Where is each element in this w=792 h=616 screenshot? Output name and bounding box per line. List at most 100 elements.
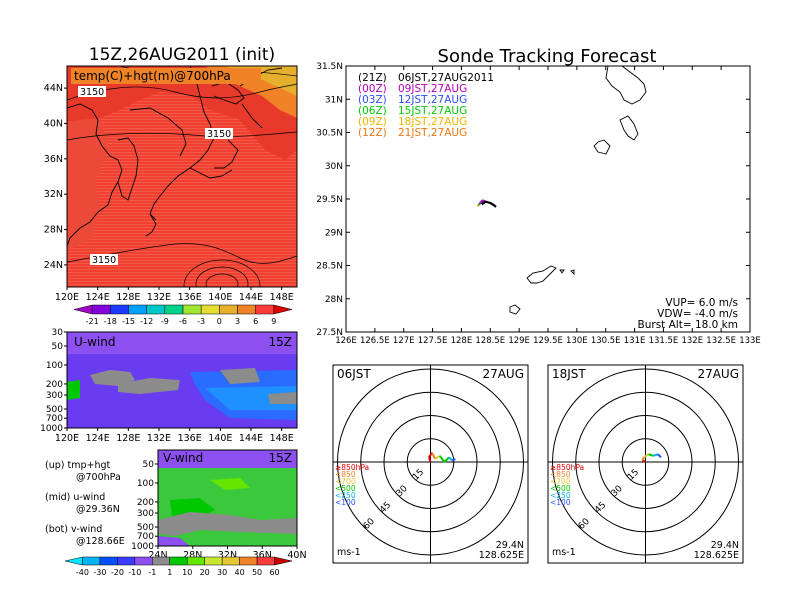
tracking-lon-label: 132.5E	[706, 336, 736, 346]
legend-code: (06Z)	[358, 105, 387, 117]
wind-colorbar-swatch	[99, 556, 118, 566]
legend-time: 09JST,27AUG	[398, 83, 467, 95]
vwind-p-label: 50	[143, 460, 155, 470]
wind-colorbar-swatch	[169, 556, 188, 566]
uwind-p-label: 300	[46, 391, 63, 401]
temp-colorbar-label: -6	[179, 317, 187, 326]
contour-label-3: 3150	[92, 255, 116, 266]
hodograph-segment	[443, 456, 450, 463]
wind-colorbar-label: 40	[235, 568, 245, 577]
hodograph-lon: 128.625E	[694, 550, 739, 561]
tracking-islands	[509, 66, 647, 315]
hodograph-segment	[428, 457, 432, 463]
hodograph-segment	[434, 454, 441, 460]
hodograph-date: 27AUG	[697, 367, 739, 381]
tracking-lat-label: 29.5N	[316, 195, 343, 205]
hodograph-time: 18JST	[552, 367, 586, 381]
uwind-p-label: 200	[46, 380, 63, 390]
hodograph-segment	[641, 456, 645, 461]
map-lat-label: 24N	[44, 260, 63, 271]
launch-params: VUP= 6.0 m/s VDW= -4.0 m/s Burst Alt= 18…	[638, 297, 738, 331]
vwind-lightgreen	[210, 478, 250, 490]
uwind-p-label: 50	[52, 342, 64, 352]
temp-colorbar-swatch	[273, 304, 293, 315]
temp-colorbar-label: 3	[235, 317, 240, 326]
temp-colorbar-label: -9	[161, 317, 169, 326]
hodograph-level: <500	[335, 484, 356, 493]
hodograph-segment	[438, 455, 446, 463]
wind-colorbar-swatch	[221, 556, 240, 566]
hodograph-segment	[643, 453, 650, 459]
map-label: temp(C)+hgt(m)@700hPa	[74, 69, 231, 83]
hodograph-level: <500	[550, 484, 571, 493]
vwind-lat-label: 32N	[218, 550, 237, 561]
map-lon-label: 136E	[178, 292, 202, 303]
uwind-panel	[67, 332, 297, 428]
legend-code: (00Z)	[358, 83, 387, 95]
tracking-lat-label: 28N	[325, 295, 343, 305]
hodograph-segment	[648, 453, 654, 457]
wind-colorbar-swatch	[274, 556, 293, 566]
uwind-lon-label: 144E	[239, 433, 263, 444]
vwind-panel	[158, 450, 297, 546]
contour-label-bg-3	[90, 254, 118, 265]
vwind-label: V-wind	[163, 451, 203, 465]
temp-colorbar-swatch	[255, 304, 275, 315]
temp-colorbar-swatch	[73, 304, 93, 315]
contour-label-2: 3150	[207, 129, 231, 140]
hodograph-level: <850	[335, 470, 356, 479]
tracking-tracks	[476, 199, 497, 208]
uwind-lon-label: 136E	[178, 433, 202, 444]
tracking-lon-label: 130E	[566, 336, 588, 346]
temp-colorbar-label: -12	[140, 317, 153, 326]
tracking-legend: (21Z) 06JST,27AUG2011 (00Z) 09JST,27AUG (03Z…	[358, 72, 494, 139]
hodograph-segment	[448, 456, 453, 462]
tracking-lat-label: 28.5N	[316, 262, 343, 272]
tracking-lon-label: 129.5E	[533, 336, 563, 346]
wind-colorbar-label: 20	[200, 568, 210, 577]
hodograph-time-bg	[550, 367, 586, 381]
wind-colorbar-label: -30	[93, 568, 106, 577]
tracking-lon-label: 133E	[739, 336, 761, 346]
hodograph-level: <850	[550, 470, 571, 479]
tracking-lon-label: 128.5E	[475, 336, 505, 346]
hodograph-segment	[657, 453, 662, 459]
wind-colorbar-swatch	[82, 556, 101, 566]
vwind-lat-label: 40N	[287, 550, 306, 561]
tracking-axes: 31.5N31N30.5N30N29.5N29N28.5N28N27.5N126…	[316, 62, 761, 346]
uwind-lon-label: 148E	[270, 433, 294, 444]
hodograph-level: <100	[550, 498, 571, 507]
uwind-green	[67, 380, 80, 400]
uwind-p-label: 30	[52, 328, 64, 338]
hodograph-lat: 29.4N	[496, 540, 524, 551]
map-axes: 120E 124E 128E 132E 136E 140E 144E 148E 44N 40N 36…	[44, 83, 294, 303]
hodograph-level: <100	[335, 498, 356, 507]
contour-label-bg-1	[78, 86, 106, 97]
tracking-lat-label: 30N	[325, 162, 343, 172]
wind-colorbar-swatch	[186, 556, 205, 566]
hodograph-lat: 29.4N	[711, 540, 739, 551]
uwind-field-top	[67, 332, 297, 354]
param-vdw: VDW= -4.0 m/s	[657, 308, 738, 320]
tracking-lon-label: 131.5E	[649, 336, 679, 346]
tracking-lon-label: 128E	[451, 336, 473, 346]
panel-notes: (up) tmp+hgt @700hPa (mid) u-wind @29.36…	[45, 460, 125, 547]
uwind-lon-label: 140E	[208, 433, 232, 444]
map-lon-label: 132E	[147, 292, 171, 303]
vwind-time: 15Z	[269, 451, 293, 465]
tracking-frame	[345, 65, 751, 333]
uwind-gray-1	[90, 370, 135, 386]
temp-field-yellow	[225, 66, 297, 96]
tracking-lat-label: 29N	[325, 228, 343, 238]
contour-label-bg-2	[205, 128, 233, 139]
uwind-lon-label: 124E	[86, 433, 110, 444]
tracking-lat-label: 31N	[325, 95, 343, 105]
uwind-lon-label: 120E	[55, 433, 79, 444]
temp-colorbar-swatch	[164, 304, 184, 315]
temp-colorbar-label: -3	[197, 317, 205, 326]
wind-colorbar-label: 30	[217, 568, 227, 577]
note-bot-1: (bot) v-wind	[45, 524, 102, 535]
left-map-title: 15Z,26AUG2011 (init)	[89, 45, 275, 65]
legend-code: (21Z)	[358, 72, 387, 84]
